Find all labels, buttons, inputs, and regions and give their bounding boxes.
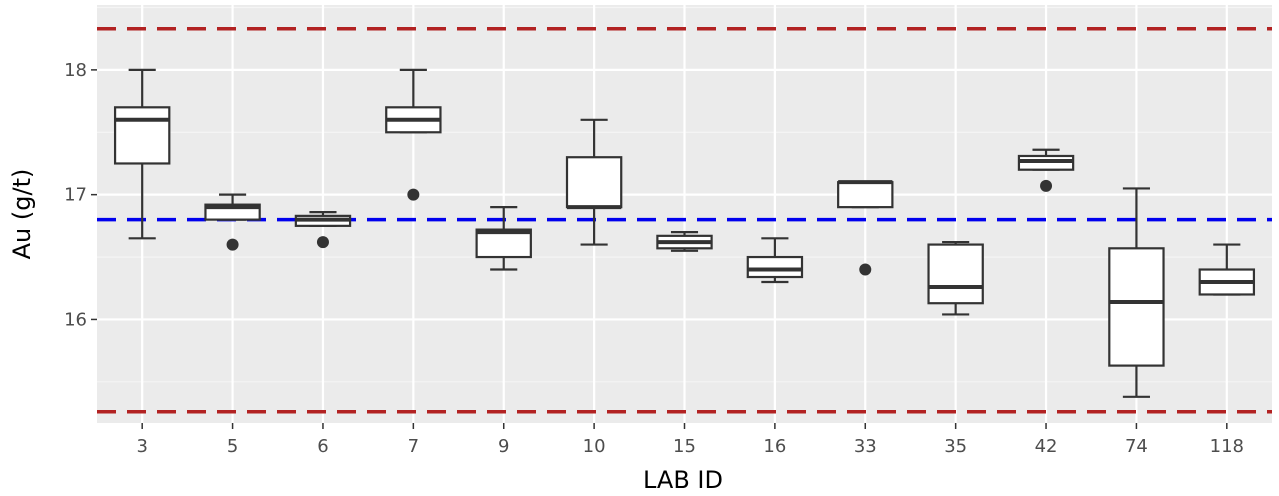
outlier-point (1040, 179, 1053, 192)
x-tick-label: 118 (1210, 436, 1244, 457)
box-7 (385, 68, 442, 201)
x-tick-label: 42 (1035, 436, 1058, 457)
x-tick-label: 10 (583, 436, 606, 457)
y-axis-ticks: 16 17 18 (64, 60, 97, 330)
reference-lines (97, 26, 1272, 414)
box-3 (113, 68, 171, 240)
x-axis-title: LAB ID (643, 466, 723, 494)
box-16 (746, 237, 804, 284)
box-33 (837, 180, 894, 276)
x-tick-label: 6 (317, 436, 328, 457)
boxes (113, 68, 1256, 398)
x-tick-label: 9 (498, 436, 509, 457)
box-15 (656, 230, 713, 252)
box-6 (294, 211, 352, 249)
box-body (565, 156, 623, 209)
box-body (927, 243, 984, 305)
y-tick-label: 18 (64, 60, 87, 81)
x-tick-label: 15 (673, 436, 696, 457)
x-tick-label: 74 (1125, 436, 1148, 457)
outlier-point (316, 236, 329, 249)
box-35 (927, 240, 984, 316)
x-tick-label: 33 (854, 436, 877, 457)
x-tick-label: 3 (136, 436, 147, 457)
x-tick-label: 35 (944, 436, 967, 457)
box-74 (1108, 187, 1165, 398)
box-body (746, 255, 804, 279)
x-axis-ticks: 3 5 6 7 9 10 15 16 33 35 42 74 118 (136, 423, 1244, 457)
box-body (837, 181, 894, 209)
box-body (113, 106, 171, 165)
box-body (1108, 247, 1165, 367)
x-tick-label: 5 (227, 436, 238, 457)
box-42 (1017, 148, 1075, 192)
x-tick-label: 16 (763, 436, 786, 457)
box-118 (1198, 243, 1256, 296)
y-tick-label: 16 (64, 309, 87, 330)
box-10 (565, 118, 623, 246)
x-tick-label: 7 (408, 436, 419, 457)
outlier-point (407, 188, 420, 201)
box-9 (475, 206, 532, 271)
y-axis-title: Au (g/t) (8, 169, 36, 260)
y-tick-label: 17 (64, 185, 87, 206)
box-body (475, 228, 532, 259)
box-5 (204, 193, 261, 251)
outlier-point (226, 238, 239, 251)
outlier-point (859, 263, 872, 276)
